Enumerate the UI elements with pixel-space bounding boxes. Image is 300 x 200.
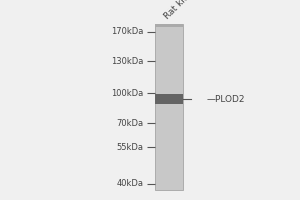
Bar <box>154 24 183 190</box>
Bar <box>154 94 183 104</box>
Text: 130kDa: 130kDa <box>111 56 143 66</box>
Text: 40kDa: 40kDa <box>116 180 143 188</box>
Text: Rat kidney: Rat kidney <box>163 0 204 21</box>
Text: 55kDa: 55kDa <box>116 142 143 152</box>
Text: 100kDa: 100kDa <box>111 88 143 98</box>
Text: —PLOD2: —PLOD2 <box>207 95 245 104</box>
Text: 70kDa: 70kDa <box>116 118 143 128</box>
Bar <box>154 24 183 27</box>
Text: 170kDa: 170kDa <box>111 27 143 36</box>
